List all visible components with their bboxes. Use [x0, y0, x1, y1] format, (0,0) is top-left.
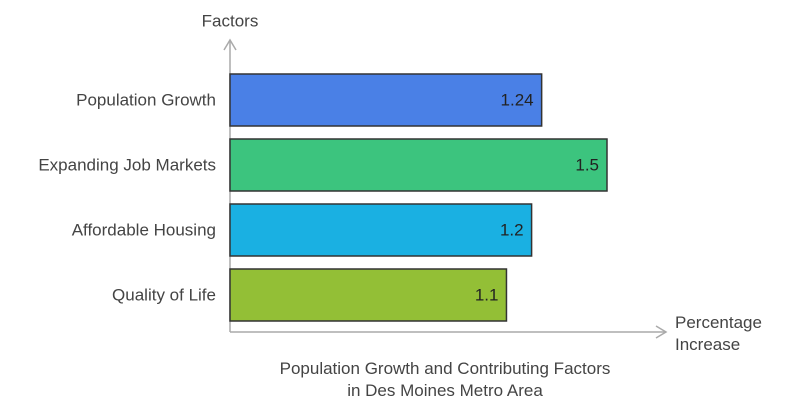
x-axis-arrow — [655, 325, 668, 339]
x-axis-label: Percentage Increase — [675, 313, 762, 354]
value-label: 1.24 — [501, 90, 534, 109]
y-axis-label: Factors — [202, 11, 259, 30]
category-label: Affordable Housing — [72, 220, 216, 239]
category-label: Expanding Job Markets — [38, 155, 216, 174]
chart-title: Population Growth and Contributing Facto… — [279, 359, 611, 400]
y-axis-arrow — [223, 38, 237, 51]
value-label: 1.5 — [575, 155, 599, 174]
category-label: Quality of Life — [112, 285, 216, 304]
bar — [229, 268, 508, 322]
value-label: 1.1 — [475, 285, 499, 304]
value-label: 1.2 — [500, 220, 524, 239]
bar — [229, 138, 608, 192]
bar — [229, 203, 533, 257]
bar — [229, 73, 543, 127]
category-label: Population Growth — [76, 90, 216, 109]
